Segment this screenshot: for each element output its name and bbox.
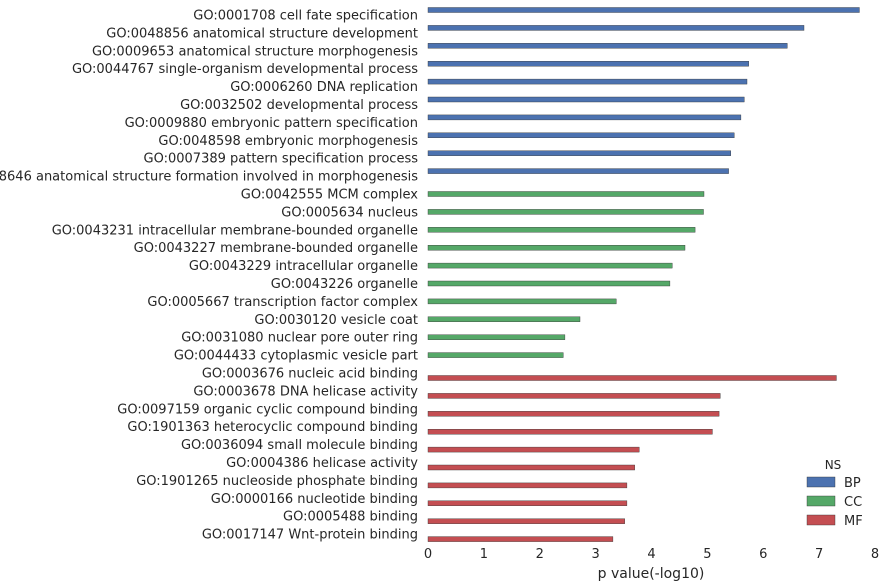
bar-bp-9 xyxy=(427,168,729,174)
x-tick-label: 4 xyxy=(647,547,655,562)
bar-mf-26 xyxy=(427,482,628,489)
bar-cc-17 xyxy=(427,316,581,322)
legend-swatch-cc xyxy=(806,495,836,507)
bar-mf-28 xyxy=(427,518,625,524)
category-label: GO:0004386 helicase activity xyxy=(226,456,418,471)
x-tick-label: 6 xyxy=(759,547,767,562)
category-label: GO:0044767 single-organism developmental… xyxy=(72,62,418,77)
bar-bp-1 xyxy=(427,25,805,31)
bar-mf-22 xyxy=(427,411,720,417)
category-label: GO:0005667 transcription factor complex xyxy=(147,295,418,310)
category-label: GO:0043227 membrane-bounded organelle xyxy=(134,241,418,256)
category-label: GO:0097159 organic cyclic compound bindi… xyxy=(117,402,418,417)
x-tick-label: 0 xyxy=(424,547,432,562)
category-label: GO:0032502 developmental process xyxy=(180,98,418,113)
category-labels: GO:0001708 cell fate specification GO:004… xyxy=(0,9,418,543)
bar-bp-8 xyxy=(427,150,731,156)
bar-cc-18 xyxy=(427,334,566,340)
legend-swatch-bp xyxy=(806,476,836,488)
bar-mf-20 xyxy=(427,375,837,381)
category-label: GO:0043231 intracellular membrane-bounde… xyxy=(52,223,418,238)
bar-cc-11 xyxy=(427,209,704,215)
bar-cc-19 xyxy=(427,352,564,358)
category-label: GO:0009880 embryonic pattern specificati… xyxy=(125,116,418,131)
category-label: GO:0003676 nucleic acid binding xyxy=(202,367,418,382)
legend-label-mf: MF xyxy=(844,514,863,529)
x-tick-label: 7 xyxy=(815,547,823,562)
bar-bp-5 xyxy=(427,96,745,103)
category-label: GO:0036094 small molecule binding xyxy=(181,438,418,453)
legend-label-bp: BP xyxy=(844,476,861,491)
bar-mf-25 xyxy=(427,464,635,471)
x-tick-label: 3 xyxy=(591,547,599,562)
legend-swatch-mf xyxy=(806,514,836,526)
category-label: GO:1901265 nucleoside phosphate binding xyxy=(136,474,418,489)
legend-label-cc: CC xyxy=(844,495,862,510)
category-label: GO:0048598 embryonic morphogenesis xyxy=(158,134,418,149)
category-label: GO:0006260 DNA replication xyxy=(230,80,418,95)
x-tick-label: 1 xyxy=(480,547,488,562)
bar-bp-0 xyxy=(427,7,860,13)
bar-mf-21 xyxy=(427,393,721,399)
category-label: GO:0005488 binding xyxy=(283,510,418,525)
bar-cc-16 xyxy=(427,298,617,305)
category-label: GO:0043229 intracellular organelle xyxy=(189,259,418,274)
bar-cc-14 xyxy=(427,262,673,269)
bar-bp-6 xyxy=(427,114,742,121)
bar-mf-24 xyxy=(427,446,640,453)
category-label: GO:0030120 vesicle coat xyxy=(254,313,418,328)
bar-bp-7 xyxy=(427,132,735,139)
bar-bp-2 xyxy=(427,43,788,49)
category-label: GO:0017147 Wnt-protein binding xyxy=(202,528,418,543)
category-label: GO:0044433 cytoplasmic vesicle part xyxy=(174,349,418,364)
category-label: GO:0048856 anatomical structure developm… xyxy=(106,26,418,41)
category-label: GO:0048646 anatomical structure formatio… xyxy=(0,170,418,185)
x-tick-label: 2 xyxy=(536,547,544,562)
bar-mf-27 xyxy=(427,500,628,506)
bar-mf-23 xyxy=(427,429,713,435)
category-label: GO:0043226 organelle xyxy=(271,277,418,292)
category-label: GO:0009653 anatomical structure morphoge… xyxy=(92,44,418,59)
bar-bp-4 xyxy=(427,78,748,85)
category-label: GO:0007389 pattern specification process xyxy=(144,152,419,167)
bar-cc-10 xyxy=(427,191,705,197)
x-axis-label: p value(-log10) xyxy=(598,566,705,582)
category-label: GO:0003678 DNA helicase activity xyxy=(193,384,418,399)
bar-mf-29 xyxy=(427,536,614,542)
bars-layer xyxy=(427,7,860,542)
category-label: GO:0031080 nuclear pore outer ring xyxy=(181,331,418,346)
category-label: GO:1901363 heterocyclic compound binding xyxy=(127,420,418,435)
legend: NS BP CC MF xyxy=(806,458,863,529)
category-label: GO:0001708 cell fate specification xyxy=(193,9,418,24)
legend-title: NS xyxy=(825,458,842,472)
category-label: GO:0042555 MCM complex xyxy=(241,188,419,203)
bar-cc-12 xyxy=(427,227,696,233)
x-tick-label: 5 xyxy=(703,547,711,562)
bar-cc-15 xyxy=(427,280,671,287)
category-label: GO:0005634 nucleus xyxy=(281,205,418,220)
category-label: GO:0000166 nucleotide binding xyxy=(211,492,418,507)
x-axis-ticks: 0 1 2 3 4 5 6 7 8 xyxy=(424,547,879,562)
x-tick-label: 8 xyxy=(871,547,879,562)
bar-cc-13 xyxy=(427,244,686,251)
bar-bp-3 xyxy=(427,61,749,67)
